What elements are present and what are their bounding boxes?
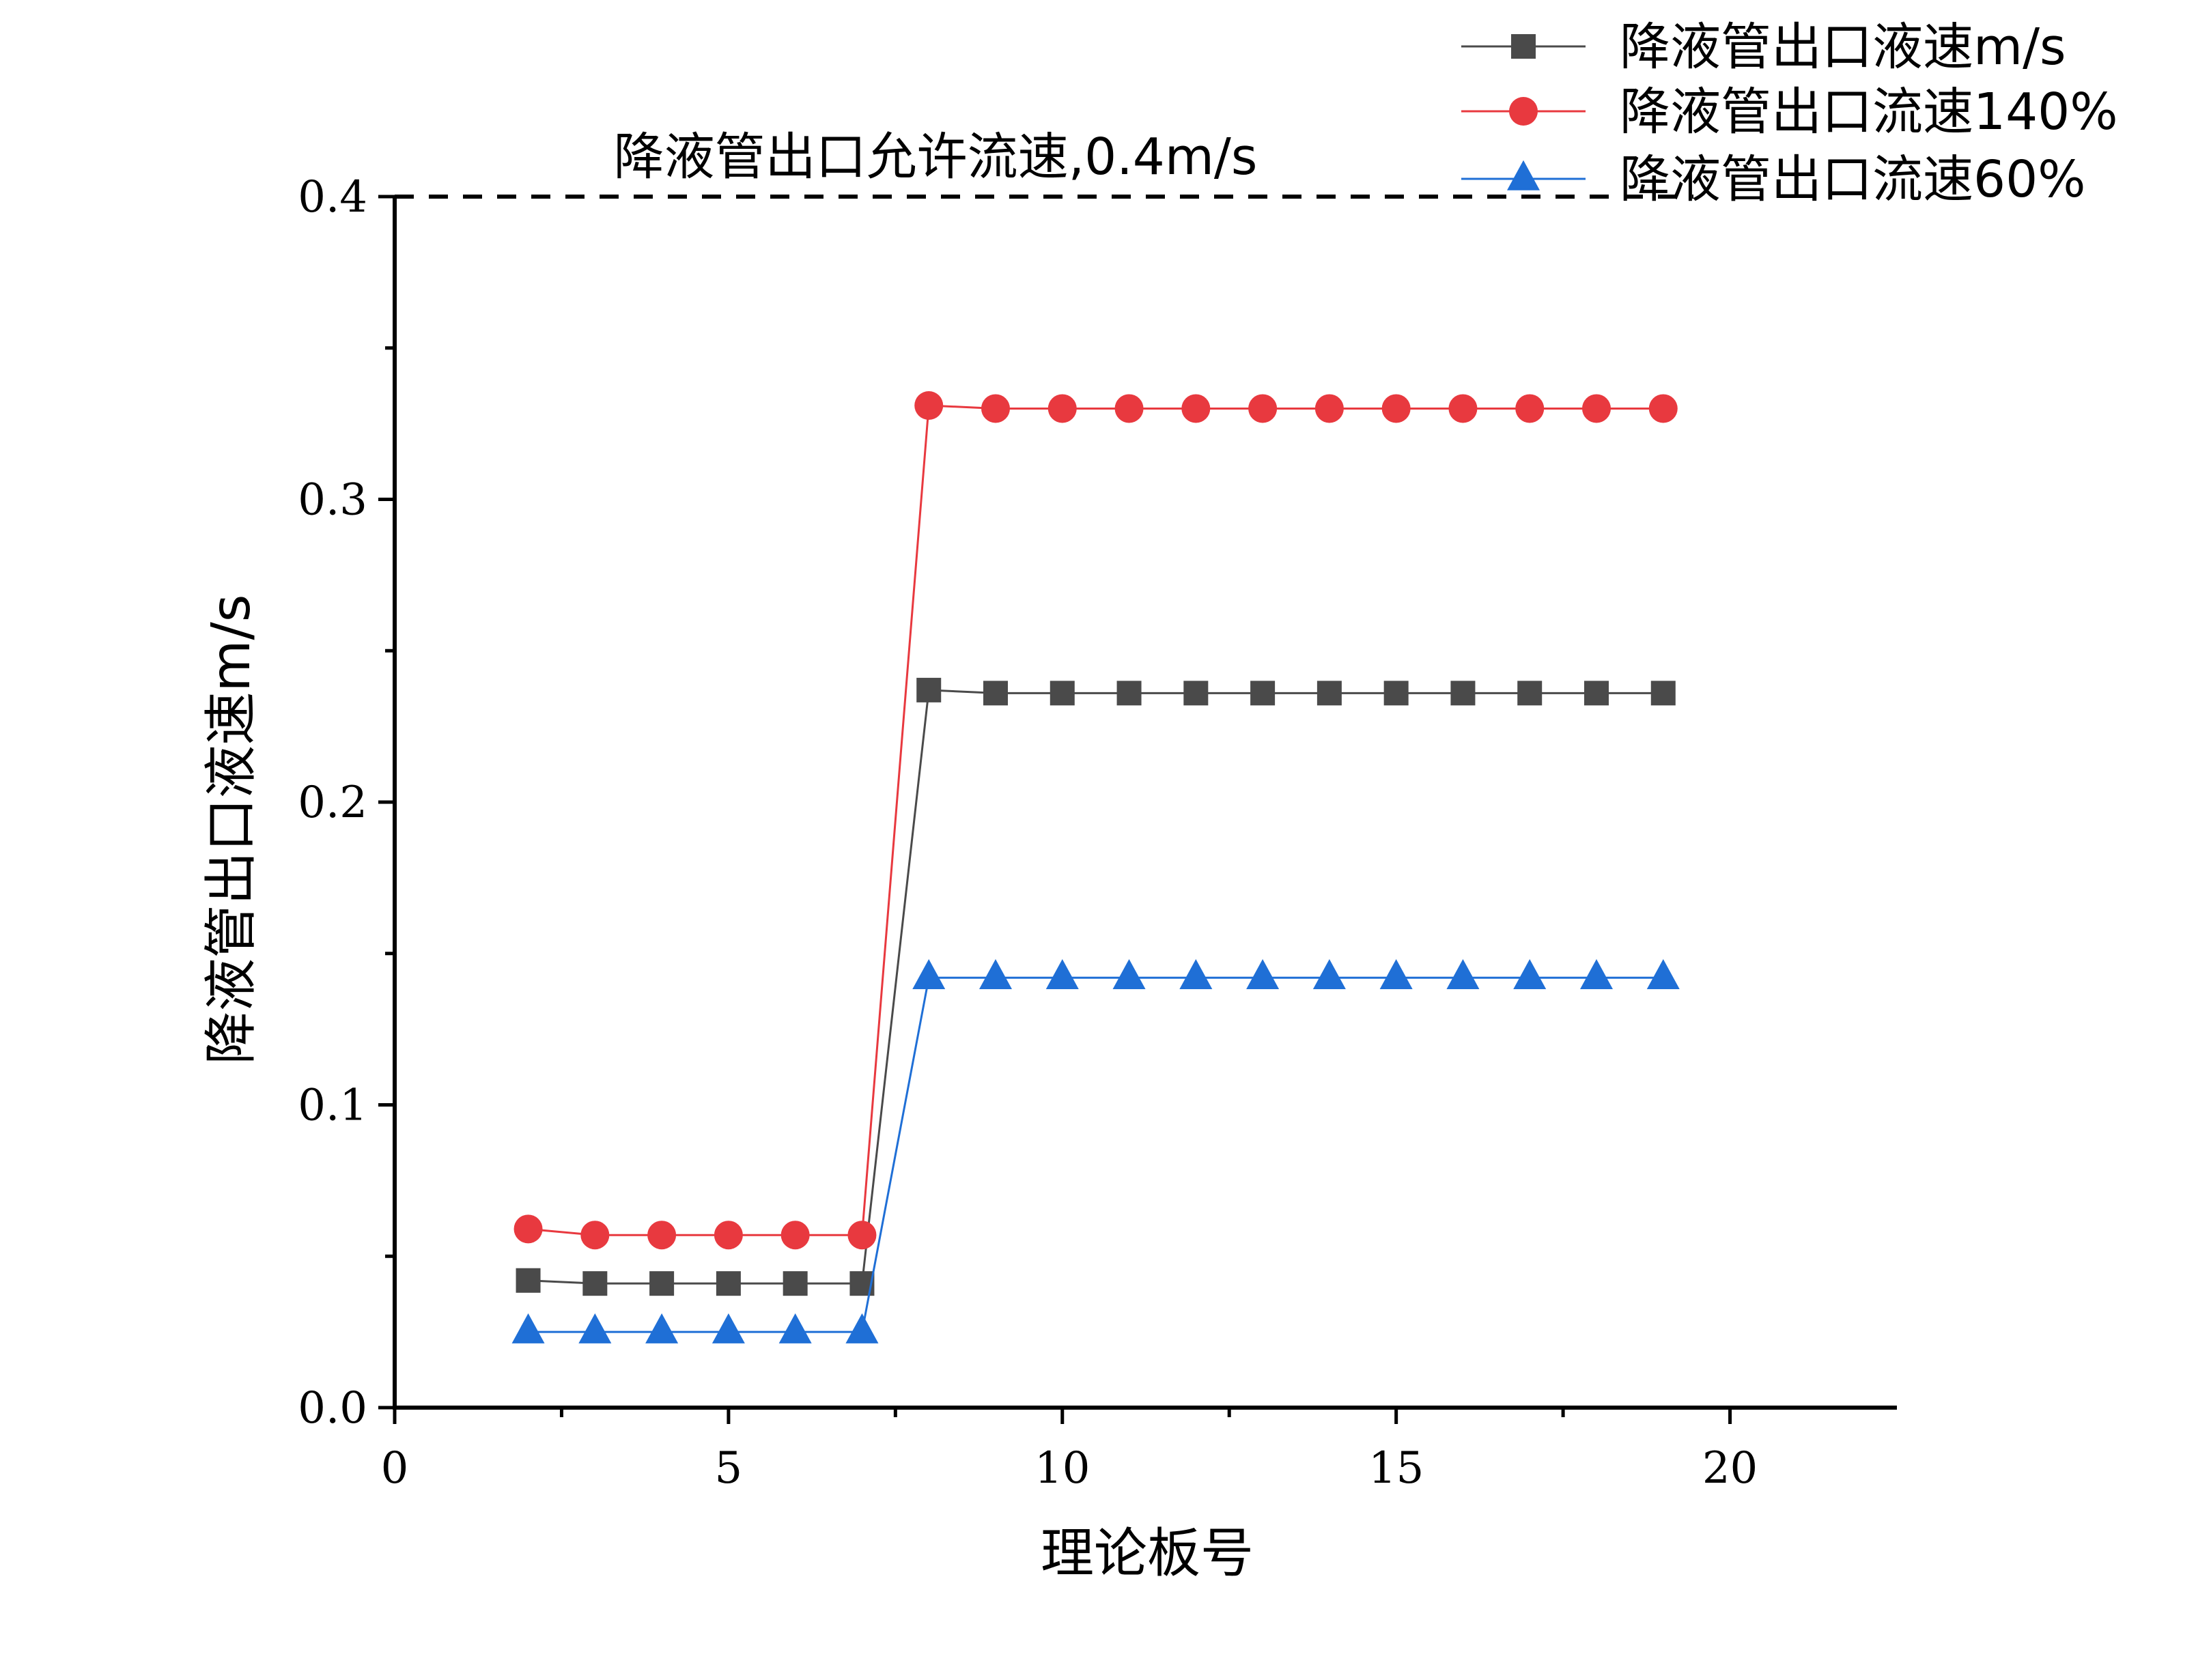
data-point (847, 1221, 877, 1250)
data-point (1045, 958, 1079, 989)
data-point (716, 1271, 741, 1296)
data-point (845, 1313, 879, 1343)
data-point (1584, 681, 1609, 706)
series-square (516, 677, 1676, 1296)
legend-label: 降液管出口流速140% (1620, 83, 2118, 141)
legend-marker (1507, 160, 1540, 190)
x-tick-label: 10 (1034, 1443, 1090, 1494)
y-axis-title: 降液管出口液速m/s (201, 595, 262, 1065)
legend-label: 降液管出口流速60% (1620, 150, 2085, 209)
series-circle (513, 391, 1678, 1250)
data-point (513, 1214, 543, 1244)
data-point (780, 1221, 810, 1250)
y-tick-label: 0.0 (298, 1383, 367, 1434)
data-point (1646, 958, 1680, 989)
legend-item: 降液管出口流速140% (1461, 83, 2118, 141)
plot-area (395, 195, 1693, 1343)
data-point (983, 681, 1008, 706)
y-tick-label: 0.4 (298, 172, 367, 223)
data-point (1448, 394, 1478, 423)
data-point (1513, 958, 1547, 989)
data-point (1446, 958, 1480, 989)
data-point (914, 391, 944, 421)
legend: 降液管出口液速m/s 降液管出口流速140% 降液管出口流速60% (1461, 18, 2118, 209)
series-line (528, 976, 1663, 1333)
data-point (783, 1271, 808, 1296)
legend-marker (1511, 34, 1536, 59)
data-point (714, 1221, 743, 1250)
data-point (981, 394, 1010, 423)
data-point (1183, 681, 1209, 706)
legend-label: 降液管出口液速m/s (1620, 18, 2066, 76)
data-point (778, 1313, 812, 1343)
y-tick-label: 0.3 (298, 475, 367, 526)
legend-item: 降液管出口流速60% (1461, 150, 2085, 209)
data-point (1179, 958, 1213, 989)
data-point (1050, 681, 1075, 706)
x-tick-label: 20 (1702, 1443, 1758, 1494)
series-triangle (511, 958, 1680, 1343)
data-point (580, 1221, 610, 1250)
y-tick-label: 0.1 (298, 1081, 367, 1131)
data-point (1515, 394, 1545, 423)
y-tick-label: 0.2 (298, 778, 367, 828)
data-point (1580, 958, 1613, 989)
data-point (511, 1313, 545, 1343)
data-point (1383, 681, 1409, 706)
data-point (1517, 681, 1543, 706)
data-point (1248, 394, 1278, 423)
x-tick-label: 0 (381, 1443, 409, 1494)
data-point (645, 1313, 679, 1343)
x-axis-title: 理论板号 (1041, 1523, 1254, 1584)
data-point (1317, 681, 1342, 706)
data-point (1582, 394, 1611, 423)
data-point (712, 1313, 745, 1343)
data-point (1650, 681, 1676, 706)
data-point (916, 677, 942, 702)
data-point (1381, 394, 1411, 423)
data-point (1116, 681, 1142, 706)
data-point (1648, 394, 1678, 423)
data-point (979, 958, 1012, 989)
data-point (912, 958, 946, 989)
data-point (1312, 958, 1346, 989)
data-point (582, 1271, 608, 1296)
data-point (1181, 394, 1211, 423)
data-point (1314, 394, 1344, 423)
x-tick-label: 5 (715, 1443, 743, 1494)
data-point (516, 1268, 541, 1293)
reference-line-label: 降液管出口允许流速,0.4m/s (614, 128, 1258, 186)
legend-item: 降液管出口液速m/s (1461, 18, 2066, 76)
data-point (1114, 394, 1144, 423)
data-point (1047, 394, 1077, 423)
legend-marker (1509, 97, 1538, 126)
axes: 0 5 10 15 20 0.0 0.1 0.2 0.3 0.4 (298, 172, 1897, 1494)
data-point (1379, 958, 1413, 989)
data-point (1250, 681, 1276, 706)
data-point (1112, 958, 1146, 989)
x-tick-label: 15 (1368, 1443, 1424, 1494)
data-point (649, 1271, 675, 1296)
data-point (1450, 681, 1476, 706)
data-point (1246, 958, 1280, 989)
data-point (578, 1313, 612, 1343)
data-point (647, 1221, 677, 1250)
